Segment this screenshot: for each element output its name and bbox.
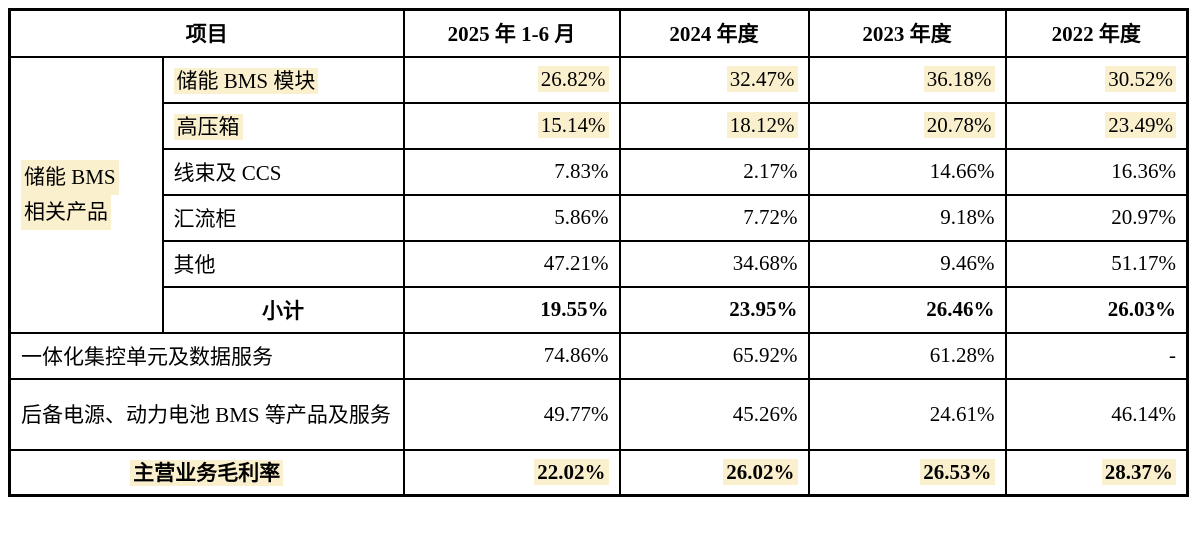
cell-value: 74.86%	[402, 331, 621, 380]
table-row-subtotal: 小计 19.55% 23.95% 26.46% 26.03%	[10, 285, 1189, 334]
column-header-2022: 2022 年度	[1004, 8, 1189, 58]
row-label: 一体化集控单元及数据服务	[8, 331, 405, 380]
table-row-wire-harness-ccs: 线束及 CCS 7.83% 2.17% 14.66% 16.36%	[10, 147, 1189, 196]
group-label-line1: 储能 BMS	[21, 159, 119, 195]
total-label: 主营业务毛利率	[8, 448, 405, 497]
cell-value: 46.14%	[1004, 377, 1189, 451]
cell-value: 9.46%	[807, 239, 1007, 288]
cell-value: 19.55%	[402, 285, 621, 334]
cell-value: 15.14%	[402, 101, 621, 150]
cell-value: 9.18%	[807, 193, 1007, 242]
table-row-combiner-cabinet: 汇流柜 5.86% 7.72% 9.18% 20.97%	[10, 193, 1189, 242]
cell-value: 45.26%	[618, 377, 810, 451]
table-row-high-voltage-box: 高压箱 15.14% 18.12% 20.78% 23.49%	[10, 101, 1189, 150]
cell-value: 49.77%	[402, 377, 621, 451]
table-row-others: 其他 47.21% 34.68% 9.46% 51.17%	[10, 239, 1189, 288]
column-header-2023: 2023 年度	[807, 8, 1007, 58]
table-row-integrated-control-unit: 一体化集控单元及数据服务 74.86% 65.92% 61.28% -	[8, 331, 1189, 380]
row-label: 高压箱	[161, 101, 405, 150]
cell-value: 26.82%	[402, 55, 621, 104]
cell-value: 26.46%	[807, 285, 1007, 334]
cell-value: 7.72%	[618, 193, 810, 242]
cell-value: 23.95%	[618, 285, 810, 334]
cell-value: 47.21%	[402, 239, 621, 288]
cell-value: 22.02%	[402, 448, 621, 497]
cell-value: -	[1004, 331, 1189, 380]
cell-value: 20.97%	[1004, 193, 1189, 242]
gross-margin-table: 项目 2025 年 1-6 月 2024 年度 2023 年度 2022 年度 …	[8, 8, 1189, 497]
row-label: 线束及 CCS	[161, 147, 405, 196]
cell-value: 26.03%	[1004, 285, 1189, 334]
row-label: 其他	[161, 239, 405, 288]
column-header-item: 项目	[8, 8, 405, 58]
group-label-line2: 相关产品	[21, 194, 111, 230]
cell-value: 24.61%	[807, 377, 1007, 451]
cell-value: 26.02%	[618, 448, 810, 497]
subtotal-label: 小计	[161, 285, 405, 334]
cell-value: 32.47%	[618, 55, 810, 104]
table-row-total-gross-margin: 主营业务毛利率 22.02% 26.02% 26.53% 28.37%	[8, 448, 1189, 497]
cell-value: 20.78%	[807, 101, 1007, 150]
cell-value: 51.17%	[1004, 239, 1189, 288]
cell-value: 30.52%	[1004, 55, 1189, 104]
table-header-row: 项目 2025 年 1-6 月 2024 年度 2023 年度 2022 年度	[8, 8, 1189, 58]
table-row-backup-power-bms: 后备电源、动力电池 BMS 等产品及服务 49.77% 45.26% 24.61…	[8, 377, 1189, 451]
cell-value: 5.86%	[402, 193, 621, 242]
row-label: 后备电源、动力电池 BMS 等产品及服务	[8, 377, 405, 451]
cell-value: 65.92%	[618, 331, 810, 380]
group-cell-energy-storage-bms: 储能 BMS 相关产品	[8, 55, 164, 334]
cell-value: 16.36%	[1004, 147, 1189, 196]
column-header-2024: 2024 年度	[618, 8, 810, 58]
cell-value: 2.17%	[618, 147, 810, 196]
cell-value: 36.18%	[807, 55, 1007, 104]
cell-value: 26.53%	[807, 448, 1007, 497]
cell-value: 7.83%	[402, 147, 621, 196]
cell-value: 34.68%	[618, 239, 810, 288]
cell-value: 18.12%	[618, 101, 810, 150]
cell-value: 28.37%	[1004, 448, 1189, 497]
table-row-bms-module: 储能 BMS 相关产品 储能 BMS 模块 26.82% 32.47% 36.1…	[8, 55, 1189, 334]
cell-value: 23.49%	[1004, 101, 1189, 150]
row-label: 储能 BMS 模块	[161, 55, 405, 104]
cell-value: 14.66%	[807, 147, 1007, 196]
cell-value: 61.28%	[807, 331, 1007, 380]
column-header-2025h1: 2025 年 1-6 月	[402, 8, 621, 58]
row-label: 汇流柜	[161, 193, 405, 242]
